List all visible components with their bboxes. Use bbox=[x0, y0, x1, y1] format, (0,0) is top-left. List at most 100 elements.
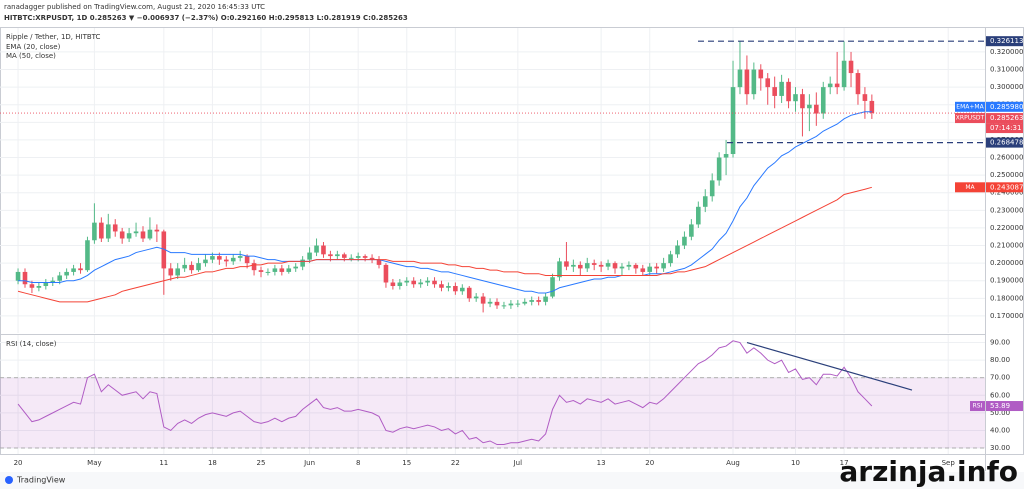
rsi-trendline bbox=[746, 341, 913, 391]
candle-body bbox=[71, 268, 76, 272]
y-tick-label: 0.300000 bbox=[990, 83, 1023, 91]
level-label-box bbox=[986, 36, 1023, 47]
candle-body bbox=[321, 245, 326, 255]
candle-body bbox=[112, 224, 118, 232]
candle-body bbox=[550, 277, 555, 297]
candle-body bbox=[140, 231, 146, 239]
candle-body bbox=[751, 69, 757, 95]
y-tick-label: 0.190000 bbox=[990, 277, 1023, 285]
level-label-box bbox=[986, 137, 1023, 148]
candle-body bbox=[682, 236, 687, 246]
candle-body bbox=[730, 87, 736, 155]
candle-body bbox=[800, 94, 805, 109]
candle-body bbox=[57, 275, 62, 281]
rsi-value-box bbox=[986, 401, 1023, 412]
last-name-box bbox=[955, 101, 985, 112]
x-tick-label: 8 bbox=[356, 459, 360, 467]
candle-body bbox=[355, 256, 361, 258]
level-label: 0.268478 bbox=[990, 139, 1023, 147]
y-tick-label: 0.200000 bbox=[990, 259, 1023, 267]
candle-body bbox=[855, 73, 861, 95]
y-tick-label: 80.00 bbox=[990, 356, 1010, 364]
candle-body bbox=[279, 268, 285, 272]
last-name-box bbox=[955, 182, 985, 193]
rsi-value: 53.89 bbox=[990, 402, 1010, 410]
y-tick-label: 0.230000 bbox=[990, 206, 1023, 214]
candle-body bbox=[772, 87, 777, 96]
candle-body bbox=[175, 268, 181, 276]
y-tick-label: 0.310000 bbox=[990, 66, 1023, 74]
candle-body bbox=[626, 264, 632, 267]
last-value-box bbox=[986, 182, 1023, 193]
last-name: XRPUSDT bbox=[956, 115, 985, 122]
candle-body bbox=[147, 229, 153, 239]
candle-body bbox=[237, 256, 243, 258]
candle-body bbox=[515, 303, 521, 305]
candle-body bbox=[258, 270, 264, 272]
candle-body bbox=[119, 231, 125, 239]
candle-body bbox=[390, 282, 396, 287]
candle-body bbox=[647, 266, 653, 272]
countdown-box bbox=[986, 123, 1023, 134]
candle-body bbox=[348, 257, 354, 259]
y-tick-label: 0.220000 bbox=[990, 224, 1023, 232]
candle-body bbox=[432, 280, 437, 285]
candle-body bbox=[675, 245, 680, 255]
x-tick-label: 10 bbox=[791, 459, 800, 467]
candle-body bbox=[786, 81, 791, 102]
candle-body bbox=[446, 286, 451, 288]
x-tick-label: 20 bbox=[645, 459, 654, 467]
candle-body bbox=[404, 280, 410, 283]
candle-body bbox=[529, 300, 535, 302]
indicator-line bbox=[17, 186, 872, 303]
candle-body bbox=[335, 254, 340, 257]
candle-body bbox=[189, 264, 194, 271]
candle-body bbox=[341, 254, 347, 258]
y-tick-label: 70.00 bbox=[990, 374, 1010, 382]
candle-body bbox=[689, 224, 694, 237]
candle-body bbox=[814, 104, 819, 114]
candle-body bbox=[723, 154, 729, 158]
symbol-line: HITBTC:XRPUSDT, 1D 0.285263 ▼ −0.006937 … bbox=[4, 14, 408, 22]
y-tick-label: 60.00 bbox=[990, 391, 1010, 399]
rsi-name-box bbox=[970, 401, 985, 412]
x-tick-label: 20 bbox=[14, 459, 23, 467]
candle-body bbox=[411, 280, 417, 285]
candle-body bbox=[779, 81, 784, 96]
candle-body bbox=[744, 69, 750, 95]
candle-body bbox=[251, 263, 257, 271]
candle-body bbox=[78, 268, 83, 271]
candle-body bbox=[182, 264, 187, 269]
candle-body bbox=[223, 259, 229, 262]
x-tick-label: 25 bbox=[257, 459, 266, 467]
x-tick-label: 22 bbox=[451, 459, 460, 467]
candle-body bbox=[425, 280, 430, 283]
candle-body bbox=[293, 266, 299, 269]
brand-logo bbox=[5, 476, 13, 484]
rsi-band bbox=[0, 377, 985, 449]
candle-body bbox=[307, 252, 312, 260]
candle-body bbox=[64, 271, 69, 276]
y-tick-label: 0.240000 bbox=[990, 189, 1023, 197]
candle-body bbox=[397, 282, 403, 287]
countdown: 07:14:31 bbox=[990, 124, 1021, 132]
candle-body bbox=[696, 206, 701, 225]
candle-body bbox=[661, 263, 666, 269]
candle-body bbox=[834, 83, 840, 88]
candle-body bbox=[522, 301, 528, 304]
candle-body bbox=[807, 104, 812, 109]
candle-body bbox=[536, 300, 541, 302]
watermark: arzinja.info bbox=[839, 455, 1018, 488]
y-tick-label: 0.250000 bbox=[990, 171, 1023, 179]
candle-body bbox=[668, 254, 673, 264]
x-tick-label: 17 bbox=[840, 459, 849, 467]
candle-body bbox=[598, 264, 604, 267]
candle-body bbox=[702, 196, 708, 207]
candle-body bbox=[85, 240, 90, 271]
candle-body bbox=[362, 256, 368, 258]
x-tick-label: Jul bbox=[513, 459, 523, 467]
candle-body bbox=[29, 284, 35, 288]
candle-body bbox=[820, 87, 826, 114]
